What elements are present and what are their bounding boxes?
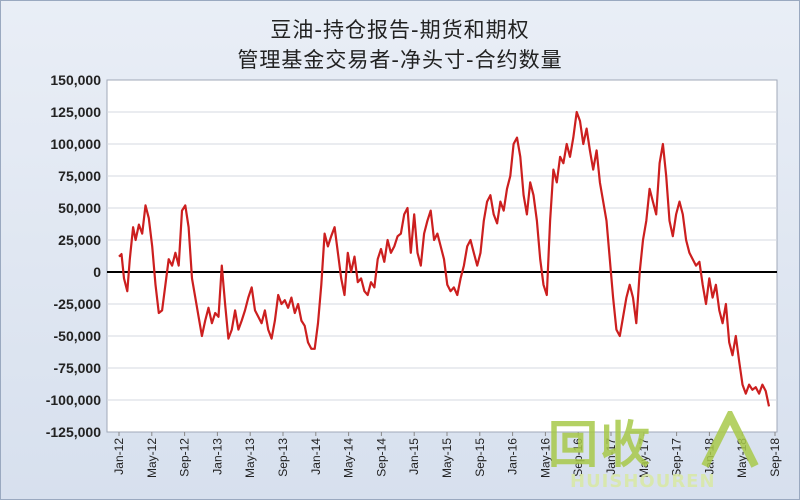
series-line xyxy=(118,110,771,407)
y-tick-label: 25,000 xyxy=(58,232,101,248)
x-tick-label: Jan-13 xyxy=(210,438,224,475)
x-tick-label: Sep-14 xyxy=(374,438,388,477)
chart-subtitle: 管理基金交易者-净头寸-合约数量 xyxy=(237,48,563,72)
y-tick-label: -75,000 xyxy=(54,360,102,376)
x-tick-label: Sep-13 xyxy=(276,438,290,477)
watermark: 回收 HUISHOUREN xyxy=(540,405,780,495)
y-tick-label: 75,000 xyxy=(58,168,101,184)
y-tick-label: 100,000 xyxy=(50,136,101,152)
x-tick-label: Sep-17 xyxy=(670,438,684,477)
y-tick-label: 125,000 xyxy=(50,104,101,120)
y-tick-label: 50,000 xyxy=(58,200,101,216)
watermark-logo: 回收 xyxy=(548,416,652,474)
x-tick-label: Jan-12 xyxy=(112,438,126,475)
plot-area xyxy=(106,79,778,433)
x-tick-label: Sep-16 xyxy=(571,438,585,477)
x-tick-label: May-14 xyxy=(342,438,356,478)
x-tick-label: May-15 xyxy=(440,438,454,478)
x-tick-label: Sep-12 xyxy=(178,438,192,477)
x-tick-label: Jan-17 xyxy=(604,438,618,475)
watermark-text: HUISHOUREN xyxy=(570,471,716,492)
x-tick-label: Sep-15 xyxy=(473,438,487,477)
recycle-icon xyxy=(701,411,759,468)
y-tick-label: -125,000 xyxy=(46,424,101,440)
x-tick-label: Jan-16 xyxy=(506,438,520,475)
y-axis-ticks: 150,000 125,000 100,000 75,000 50,000 25,000 0… xyxy=(46,72,101,440)
y-tick-label: 0 xyxy=(93,264,101,280)
x-tick-label: May-17 xyxy=(637,438,651,478)
x-tick-label: Jan-15 xyxy=(407,438,421,475)
x-tick-label: May-13 xyxy=(243,438,257,478)
y-tick-label: 150,000 xyxy=(50,72,101,88)
chart-title: 豆油-持仓报告-期货和期权 xyxy=(270,18,530,42)
x-tick-label: Jan-14 xyxy=(309,438,323,475)
y-tick-label: -50,000 xyxy=(54,328,102,344)
x-tick-label: May-16 xyxy=(538,438,552,478)
y-tick-label: -100,000 xyxy=(46,392,101,408)
y-tick-label: -25,000 xyxy=(54,296,102,312)
x-tick-label: May-12 xyxy=(145,438,159,478)
x-tick-label: Sep-18 xyxy=(768,438,782,477)
